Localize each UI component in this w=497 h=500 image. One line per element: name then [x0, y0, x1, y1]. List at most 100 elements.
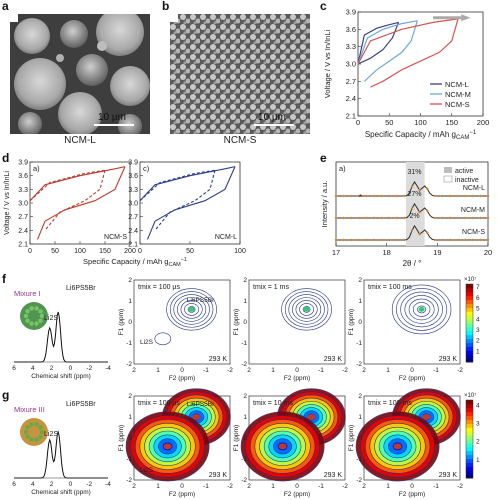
- contour-core: [192, 414, 201, 420]
- map-x-tick: 0: [180, 483, 184, 490]
- contour-core: [393, 443, 402, 450]
- map-y-label: F1 (ppm): [118, 425, 125, 451]
- map-y-tick: 1: [358, 414, 362, 421]
- xrd-point: [433, 238, 436, 242]
- spectrum-tick-label: 0: [69, 365, 73, 372]
- colorbar-segment: [466, 315, 473, 320]
- contour-core: [188, 306, 195, 312]
- subplot-curve: [146, 166, 236, 240]
- map-x-tick: 1: [271, 483, 275, 490]
- x-tick-label: 17: [332, 248, 340, 257]
- chart-e: 17 18 19 20 a) 31% NCM-L 27% NCM-M 2% NCM-S * active…: [320, 161, 492, 268]
- contour-level: [404, 295, 439, 324]
- xrd-point: [342, 194, 345, 198]
- x-axis-label: 2θ / °: [403, 259, 422, 268]
- contour-level: [417, 305, 427, 314]
- xrd-point: [486, 238, 490, 242]
- particle-grain: [34, 437, 39, 442]
- tmix-label: tmix = 1 ms: [253, 284, 289, 291]
- colorbar-tick: 2: [476, 338, 480, 345]
- xrd-point: [448, 216, 452, 220]
- legend-label-ncm-s: NCM-S: [445, 100, 470, 109]
- xrd-point: [448, 238, 452, 242]
- subplot-tag: a): [33, 164, 40, 173]
- map-x-tick: 2: [132, 483, 136, 490]
- y-tick-label: 2.1: [18, 242, 28, 249]
- xrd-point: [372, 216, 376, 220]
- xrd-point: [395, 194, 398, 198]
- xrd-point: [456, 238, 459, 242]
- panel-b: b 10 µm NCM-S: [160, 0, 310, 150]
- map-y-tick: 2: [358, 277, 362, 284]
- map-y-tick: -1: [126, 456, 132, 463]
- contour-core: [418, 306, 425, 312]
- colorbar-segment: [466, 323, 473, 328]
- xrd-point: [380, 194, 383, 198]
- colorbar-segment: [466, 342, 473, 347]
- xrd-point: [464, 194, 467, 198]
- particle-grain: [38, 318, 43, 323]
- y-tick-label: 3.9: [128, 160, 138, 167]
- tmix-label: tmix = 10 ms: [253, 400, 293, 407]
- chart-c: 0 50 100 150 2002.12.42.73.03.33.63.9NCM-LNC…: [323, 8, 489, 142]
- subplot-curve: [29, 166, 126, 202]
- particle-grain: [34, 321, 39, 326]
- xrd-point: [456, 194, 459, 198]
- xrd-point: [403, 216, 406, 220]
- colorbar-segment: [466, 462, 473, 467]
- map-y-tick: 1: [358, 298, 362, 305]
- temperature-label: 293 K: [439, 356, 458, 363]
- contour-level: [391, 284, 452, 335]
- contour-level: [302, 306, 311, 313]
- map-x-tick: 1: [271, 367, 275, 374]
- colorbar-tick: 4: [476, 316, 480, 323]
- xrd-point: [479, 194, 482, 198]
- map-x-tick: -2: [227, 367, 233, 374]
- colorbar-tick: 7: [476, 284, 480, 291]
- series-line-ncm-m-discharge: [363, 20, 418, 82]
- map-y-tick: 0: [128, 319, 132, 326]
- xrd-point: [403, 238, 406, 242]
- map-y-tick: 0: [358, 435, 362, 442]
- map-y-tick: 2: [243, 277, 247, 284]
- panel-d: d 0 50 100 150 200 2.1 2.4 2.7 3.0 3.3 3.6 3.9 a) NCM…: [0, 151, 250, 270]
- legend-label-ncm-l: NCM-L: [445, 80, 469, 89]
- subplot-series-label: NCM-L: [215, 234, 237, 241]
- map-x-tick: 1: [386, 367, 390, 374]
- colorbar-segment: [466, 423, 473, 428]
- xrd-point: [365, 194, 368, 198]
- colorbar-segment: [466, 295, 473, 301]
- map-x-tick: -1: [203, 483, 209, 490]
- spectrum-tick-label: 0: [69, 481, 73, 488]
- map-y-label: F1 (ppm): [348, 425, 355, 451]
- map-y-label: F1 (ppm): [233, 309, 240, 335]
- spectrum-tick-label: -4: [105, 481, 111, 488]
- colorbar-segment: [466, 415, 473, 420]
- map-x-label: F2 (ppm): [284, 375, 310, 382]
- legend-label-active: active: [455, 168, 473, 175]
- xrd-point: [380, 216, 383, 220]
- panel-f: f Mixure I 6 4 2 0 -2 -4 Chemical shift (ppm) Li…: [0, 272, 497, 386]
- particle-grain: [29, 306, 34, 311]
- y-tick-label: 3.6: [128, 173, 138, 180]
- particle-grain: [25, 309, 30, 314]
- xrd-point: [471, 194, 474, 198]
- panel-label-d: d: [2, 151, 10, 165]
- map-y-tick: -2: [126, 361, 132, 368]
- map-y-label: F1 (ppm): [118, 309, 125, 335]
- map-y-tick: 1: [243, 414, 247, 421]
- contour-level: [180, 300, 203, 319]
- xrd-point: [357, 194, 360, 198]
- xrd-point: [418, 188, 421, 192]
- map-y-tick: -1: [126, 340, 132, 347]
- legend-swatch-inactive: [443, 175, 453, 183]
- contour-level: [281, 288, 332, 331]
- contour-level: [412, 302, 431, 317]
- axis-frame: [139, 161, 241, 245]
- colorbar-tick: 1: [476, 348, 480, 355]
- xrd-point: [486, 216, 490, 220]
- series-label-ncm-m: NCM-M: [461, 207, 485, 214]
- colorbar-tick: 3: [476, 327, 480, 334]
- scalebar-a: 10 µm: [98, 112, 126, 123]
- subplot-curve: [29, 169, 106, 202]
